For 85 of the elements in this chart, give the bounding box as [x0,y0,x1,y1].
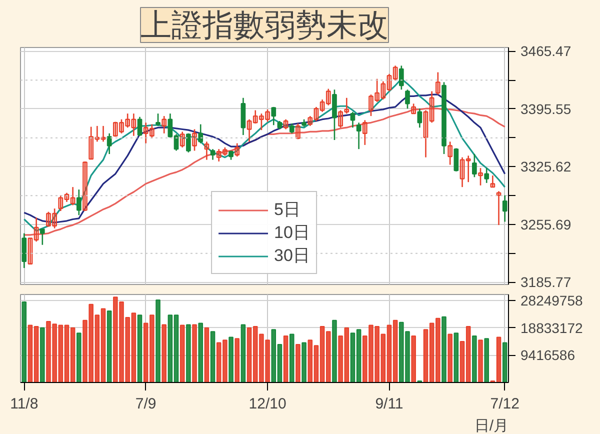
candlestick [234,142,240,158]
candlestick [484,167,490,184]
bar [240,324,246,382]
x-tick-label: 12/10 [248,396,286,412]
candlestick [271,106,276,126]
candlestick [192,128,197,152]
bar [448,334,452,382]
candlestick [82,160,88,212]
bar [228,336,234,382]
bar [186,324,191,382]
bar [302,342,306,382]
candlestick [283,118,288,130]
bar [296,344,300,382]
bar [22,302,27,382]
y-tick-label: 3465.47 [520,43,572,60]
bar [210,331,216,382]
bar [204,327,210,382]
candlestick [198,124,204,144]
bar [137,314,142,382]
candlestick [472,153,477,178]
bar [192,324,197,382]
candlestick [490,174,496,188]
y-tick-label: 18833172 [520,320,584,336]
x-tick-label: 7/9 [135,396,156,412]
candlestick [76,188,82,216]
candlestick [405,88,410,110]
candlestick [362,120,368,146]
legend-label: 5日 [274,199,301,221]
bar [76,332,82,382]
candlestick [448,140,453,166]
candlestick [411,103,416,114]
y-tick-label: 3185.77 [520,274,572,290]
bar [106,310,112,382]
candlestick [40,228,45,246]
y-tick-label: 3325.62 [520,158,572,175]
candlestick [356,122,362,150]
bar [502,342,508,382]
x-tick-label: 9/11 [375,396,404,412]
candlestick [296,122,300,140]
y-tick-label: 9416586 [520,347,576,364]
bar [472,336,477,382]
bar [332,320,337,382]
candlestick [289,122,294,134]
candlestick [210,148,216,160]
bar [283,336,288,382]
bar [234,338,240,382]
y-tick-label: 28249758 [520,292,584,308]
candlestick [417,108,422,128]
candlestick [204,140,210,160]
bar [442,316,446,382]
x-axis-title: 日/月 [474,418,509,434]
y-tick-label: 3395.55 [520,100,572,117]
bar [40,327,45,382]
candlestick [502,194,508,222]
bar [454,332,459,382]
bar [484,338,489,382]
bar [411,336,416,382]
legend-label: 10日 [274,222,310,244]
bar [198,322,203,382]
bar [289,334,294,382]
candlestick [180,131,185,148]
bar [180,324,185,382]
candlestick [478,167,483,186]
candlestick [350,111,356,128]
legend-label: 30日 [274,245,310,267]
candlestick [162,115,167,134]
candlestick [137,116,142,137]
candlestick [435,72,440,96]
candlestick [228,150,234,160]
bar [478,340,483,382]
bar [156,300,160,382]
candlestick [22,232,27,269]
candlestick [496,190,502,226]
candlestick [454,148,459,172]
x-tick-label: 7/12 [490,396,520,412]
candlestick [186,132,191,154]
y-tick-label: 3255.69 [520,216,572,232]
candlestick [332,88,337,141]
x-tick-label: 11/8 [10,396,38,412]
candlestick [240,97,246,136]
bar [162,324,166,382]
candlestick [106,132,112,155]
candlestick [398,65,404,90]
candlestick [156,112,160,127]
chart-title: 上證指數弱勢未改 [140,8,388,42]
